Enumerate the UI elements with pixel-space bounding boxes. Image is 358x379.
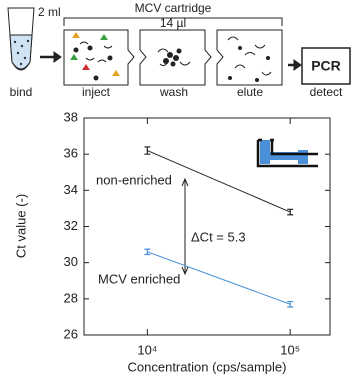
inject-particles (70, 32, 120, 81)
y-tick-label: 30 (64, 254, 78, 269)
step-label: inject (82, 85, 111, 99)
delta-label: ΔCt = 5.3 (191, 229, 246, 244)
arrowhead (293, 59, 302, 71)
x-axis-label: Concentration (cps/sample) (128, 359, 287, 374)
y-tick-label: 38 (64, 109, 78, 124)
tube-liquid (9, 34, 33, 70)
cartridge-brace (63, 17, 283, 26)
series-label: non-enriched (96, 172, 172, 187)
icon-outline (256, 138, 318, 168)
icon-chamber (298, 150, 308, 164)
wash-strands (157, 48, 191, 67)
arrowhead (53, 51, 62, 63)
error-bar (144, 146, 151, 155)
inject-strands (79, 41, 113, 63)
icon-channel (270, 152, 298, 160)
elute-strands (227, 36, 272, 76)
y-tick-label: 28 (64, 290, 78, 305)
volume-in: 2 ml (38, 5, 61, 19)
pcr-label: PCR (311, 58, 341, 74)
inset-icon (256, 138, 318, 168)
volume-out: 14 µl (160, 16, 186, 30)
x-tick-label: 10⁴ (137, 342, 157, 357)
tube-dots (13, 39, 30, 66)
cartridge-label: MCV cartridge (135, 1, 212, 15)
x-tick-label: 10⁵ (280, 342, 300, 357)
series-line (147, 251, 291, 305)
diagram (7, 7, 351, 86)
series-line (147, 150, 291, 213)
plot-frame (83, 117, 331, 336)
y-tick-label: 34 (64, 182, 78, 197)
y-axis-label: Ct value (-) (13, 194, 28, 258)
elute-panel (216, 29, 283, 86)
pcr-box (301, 47, 351, 85)
step-label: bind (10, 85, 33, 99)
y-tick-label: 32 (64, 218, 78, 233)
elute-dots (228, 46, 270, 82)
step-label: elute (237, 85, 263, 99)
delta-arrowheads (181, 177, 189, 276)
step-label: wash (159, 85, 188, 99)
error-bar (287, 300, 294, 308)
icon-chamber (260, 140, 270, 164)
step-label: detect (310, 85, 343, 99)
error-bar (144, 248, 151, 256)
error-bar (287, 208, 294, 216)
series-label: MCV enriched (98, 271, 180, 286)
y-tick-label: 26 (64, 326, 78, 341)
y-tick-label: 36 (64, 146, 78, 161)
